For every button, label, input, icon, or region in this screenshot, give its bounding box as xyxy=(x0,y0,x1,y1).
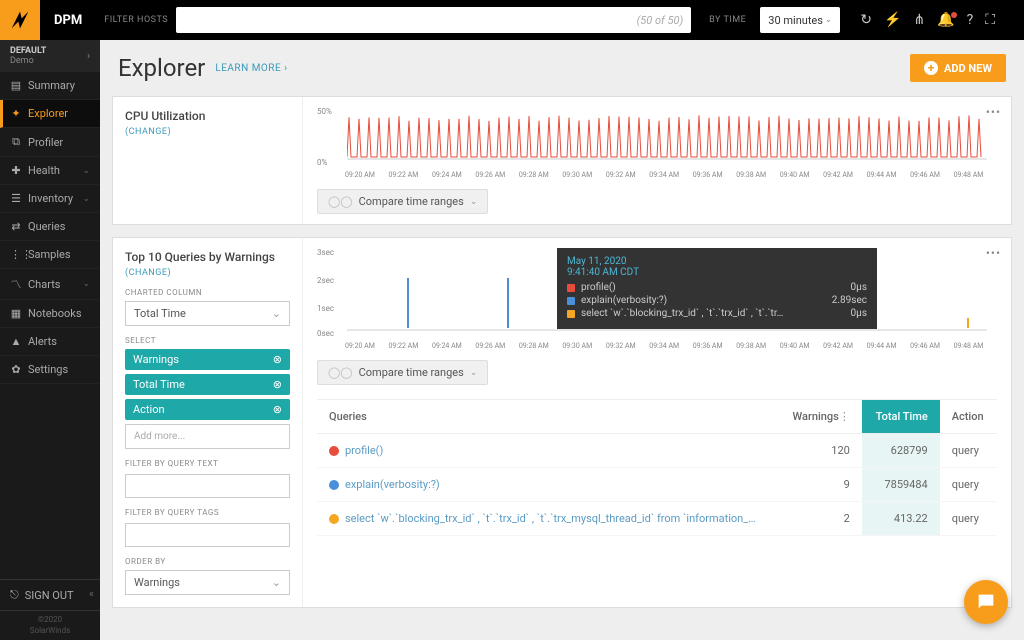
org-switcher[interactable]: DEFAULTDemo › xyxy=(0,40,100,72)
select-tag[interactable]: Total Time⊗ xyxy=(125,374,290,395)
brand: DPM xyxy=(40,13,96,28)
filter-hosts-label: FILTER HOSTS xyxy=(96,15,176,25)
refresh-icon[interactable]: ↻ xyxy=(860,12,872,28)
chat-icon[interactable] xyxy=(964,580,1008,624)
remove-tag-icon: ⊗ xyxy=(273,353,282,366)
learn-more-link[interactable]: LEARN MORE › xyxy=(215,63,287,74)
select-tag[interactable]: Warnings⊗ xyxy=(125,349,290,370)
sidebar-item-queries[interactable]: ⇄Queries xyxy=(0,213,100,241)
bell-icon[interactable]: 🔔 xyxy=(937,12,954,28)
cpu-panel-title: CPU Utilization xyxy=(125,109,290,123)
order-by-select[interactable]: Warnings⌄ xyxy=(125,570,290,595)
filter-query-tags-input[interactable] xyxy=(125,523,290,547)
sidebar-item-inventory[interactable]: ☰Inventory⌄ xyxy=(0,185,100,213)
copyright: ©2020SolarWinds xyxy=(0,611,100,640)
remove-tag-icon: ⊗ xyxy=(273,378,282,391)
compare-time-button[interactable]: ◯◯Compare time ranges⌄ xyxy=(317,189,488,214)
filter-query-text-input[interactable] xyxy=(125,474,290,498)
sidebar-item-summary[interactable]: ▤Summary xyxy=(0,72,100,100)
sign-out-button[interactable]: ⎋SIGN OUT xyxy=(0,579,100,611)
queries-chart: 3sec 2sec 1sec 0sec May 11, 20209:41:40 … xyxy=(317,248,997,338)
sidebar-item-charts[interactable]: 〽Charts⌄ xyxy=(0,269,100,300)
collapse-sidebar-icon[interactable]: « xyxy=(89,587,94,600)
add-more-input[interactable]: Add more... xyxy=(125,424,290,449)
cpu-chart: 50% 0% xyxy=(317,107,997,167)
filter-hosts-input[interactable] xyxy=(176,7,691,33)
time-range-select[interactable]: 30 minutes⌄ xyxy=(760,7,840,33)
compare-time-button[interactable]: ◯◯Compare time ranges⌄ xyxy=(317,360,488,385)
remove-tag-icon: ⊗ xyxy=(273,403,282,416)
by-time-label: BY TIME xyxy=(701,15,754,25)
sidebar-item-settings[interactable]: ✿Settings xyxy=(0,356,100,384)
table-row[interactable]: profile()120628799query xyxy=(317,434,997,468)
share-icon[interactable]: ⋔ xyxy=(913,12,925,28)
queries-table: QueriesWarnings ⋮Total TimeAction profil… xyxy=(317,399,997,536)
sidebar-item-alerts[interactable]: ▲Alerts xyxy=(0,328,100,356)
charted-column-select[interactable]: Total Time⌄ xyxy=(125,301,290,326)
queries-change-link[interactable]: (CHANGE) xyxy=(125,268,171,278)
spark-icon[interactable]: ⚡ xyxy=(884,12,901,28)
logo[interactable] xyxy=(0,0,40,40)
cpu-change-link[interactable]: (CHANGE) xyxy=(125,127,171,137)
select-tag[interactable]: Action⊗ xyxy=(125,399,290,420)
add-new-button[interactable]: +ADD NEW xyxy=(910,54,1006,82)
chart-tooltip: May 11, 20209:41:40 AM CDT profile()0μse… xyxy=(557,248,877,329)
table-row[interactable]: explain(verbosity:?)97859484query xyxy=(317,468,997,502)
help-icon[interactable]: ? xyxy=(967,12,974,28)
sidebar-item-health[interactable]: ✚Health⌄ xyxy=(0,157,100,185)
queries-panel-title: Top 10 Queries by Warnings xyxy=(125,250,290,264)
sidebar-item-explorer[interactable]: ✦Explorer xyxy=(0,100,100,128)
fullscreen-icon[interactable]: ⛶ xyxy=(985,12,995,28)
sidebar-item-samples[interactable]: ⋮⋮Samples xyxy=(0,241,100,269)
sidebar-item-profiler[interactable]: ⧉Profiler xyxy=(0,128,100,157)
table-row[interactable]: select `w`.`blocking_trx_id` , `t`.`trx_… xyxy=(317,502,997,536)
page-title: Explorer xyxy=(118,54,205,82)
sidebar-item-notebooks[interactable]: ▦Notebooks xyxy=(0,300,100,328)
